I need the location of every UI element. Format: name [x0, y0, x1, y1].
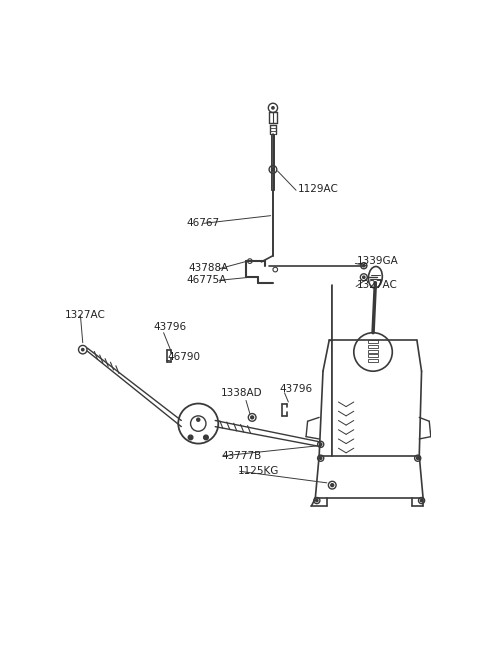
- Circle shape: [188, 435, 193, 440]
- Text: 46775A: 46775A: [186, 274, 226, 284]
- Text: 43796: 43796: [154, 322, 187, 332]
- Ellipse shape: [368, 267, 383, 288]
- Circle shape: [331, 483, 334, 487]
- Circle shape: [251, 416, 253, 419]
- Text: 43796: 43796: [279, 384, 312, 394]
- Circle shape: [320, 457, 322, 459]
- Text: 1338AD: 1338AD: [221, 388, 262, 398]
- Bar: [368, 359, 378, 362]
- Text: 43788A: 43788A: [188, 263, 228, 273]
- Text: 46790: 46790: [168, 352, 201, 362]
- Circle shape: [320, 443, 322, 445]
- Circle shape: [316, 499, 318, 502]
- Text: 1327AC: 1327AC: [65, 310, 106, 320]
- Text: 43777B: 43777B: [221, 451, 262, 461]
- Text: 1339GA: 1339GA: [357, 256, 398, 266]
- Circle shape: [420, 499, 423, 502]
- Text: 46767: 46767: [187, 218, 220, 229]
- Circle shape: [272, 168, 275, 171]
- Circle shape: [204, 435, 208, 440]
- Circle shape: [197, 418, 200, 421]
- Circle shape: [82, 348, 84, 351]
- Bar: [368, 345, 378, 348]
- Circle shape: [363, 276, 365, 278]
- Text: 1129AC: 1129AC: [298, 183, 338, 194]
- Bar: [368, 350, 378, 353]
- Bar: [368, 341, 378, 343]
- Bar: [368, 354, 378, 358]
- Circle shape: [363, 265, 365, 267]
- Text: 1125KG: 1125KG: [238, 466, 280, 476]
- Text: 1327AC: 1327AC: [357, 280, 398, 290]
- Circle shape: [417, 457, 419, 459]
- Circle shape: [272, 107, 274, 109]
